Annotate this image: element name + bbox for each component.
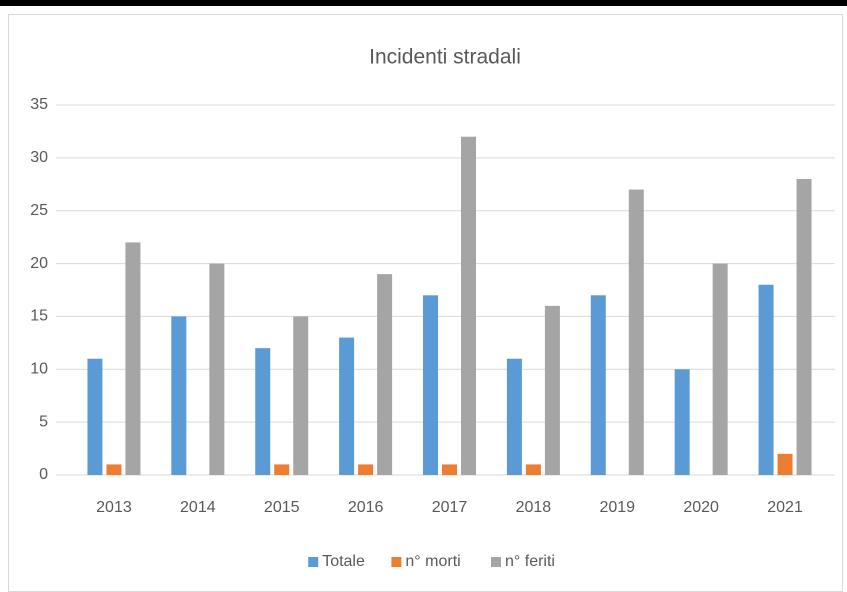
y-tick-label: 15 xyxy=(30,308,48,325)
bar xyxy=(628,189,644,476)
bar xyxy=(525,464,541,475)
bar xyxy=(171,316,187,475)
x-tick-label: 2014 xyxy=(180,499,216,516)
x-tick-label: 2017 xyxy=(432,499,468,516)
bar xyxy=(125,242,141,475)
y-tick-label: 20 xyxy=(30,255,48,272)
x-tick-label: 2013 xyxy=(96,499,132,516)
bar xyxy=(674,369,690,475)
x-tick-label: 2021 xyxy=(767,499,803,516)
bar xyxy=(293,316,309,475)
bar xyxy=(255,348,271,475)
x-tick-label: 2015 xyxy=(264,499,300,516)
legend-label: Totale xyxy=(322,553,365,570)
top-bar xyxy=(0,0,847,6)
bar xyxy=(758,284,774,475)
y-tick-label: 30 xyxy=(30,149,48,166)
bar xyxy=(339,337,355,475)
bar xyxy=(461,136,476,475)
bar xyxy=(209,263,225,475)
legend-label: n° feriti xyxy=(505,553,555,570)
bar xyxy=(377,274,393,475)
legend-swatch xyxy=(308,557,319,567)
x-tick-label: 2016 xyxy=(348,499,384,516)
y-tick-label: 0 xyxy=(39,466,48,483)
x-tick-label: 2019 xyxy=(599,499,635,516)
legend-swatch xyxy=(391,557,402,567)
bar xyxy=(796,179,812,475)
bar xyxy=(106,464,122,475)
x-tick-label: 2020 xyxy=(683,499,719,516)
legend-swatch xyxy=(491,557,501,567)
x-tick-label: 2018 xyxy=(516,499,552,516)
y-tick-label: 5 xyxy=(39,413,48,430)
bar xyxy=(87,358,103,475)
legend-label: n° morti xyxy=(405,553,460,570)
chart-title: Incidenti stradali xyxy=(369,46,521,69)
bar xyxy=(712,263,728,475)
y-tick-label: 10 xyxy=(30,361,48,378)
bar xyxy=(544,305,560,475)
y-tick-label: 25 xyxy=(30,202,48,219)
bar xyxy=(777,453,793,475)
bar xyxy=(506,358,522,475)
bar xyxy=(590,295,606,475)
bar xyxy=(358,464,374,475)
bar xyxy=(442,464,457,475)
bar xyxy=(423,295,438,475)
y-tick-label: 35 xyxy=(30,96,48,113)
bar xyxy=(274,464,290,475)
